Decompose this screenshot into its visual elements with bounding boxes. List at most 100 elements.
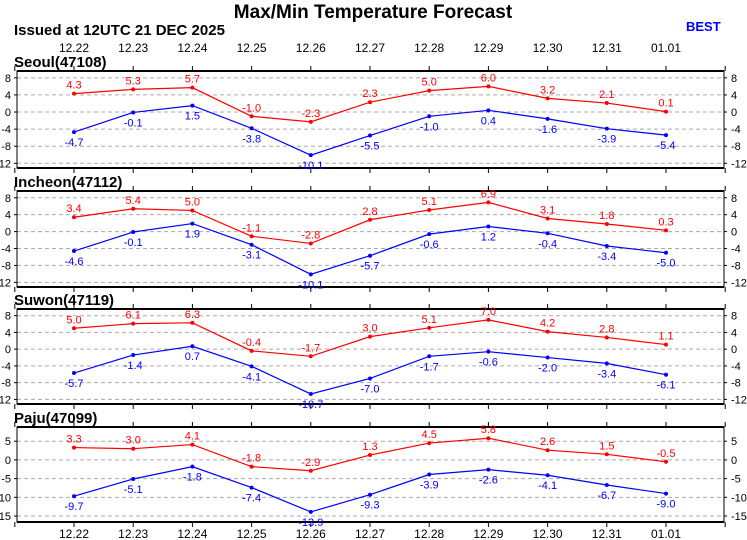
min-temp-label: -10.1 [298,160,323,172]
max-temp-label: 3.0 [362,323,377,335]
min-temp-label: -4.7 [65,137,84,149]
max-temp-label: 2.6 [540,436,555,448]
min-temp-label: -6.1 [657,380,676,392]
min-temp-label: -9.7 [65,501,84,513]
y-tick-label-right: 8 [731,73,737,85]
min-temp-label: -5.0 [657,258,676,270]
x-tick-label-top: 12.30 [533,41,563,55]
min-temp-label: 1.2 [481,232,496,244]
y-tick-label-left: 8 [5,73,11,85]
min-temp-label: -0.1 [124,117,143,129]
max-temp-point [308,354,313,359]
min-temp-point [427,472,432,477]
max-temp-label: 4.1 [185,431,200,443]
panel-title: Suwon(47119) [14,292,114,309]
max-temp-label: 1.8 [599,210,614,222]
max-temp-point [308,241,313,246]
panel-title: Seoul(47108) [14,54,107,71]
max-temp-point [368,217,372,222]
min-temp-point [72,130,76,135]
min-temp-label: -1.6 [538,124,557,136]
issued-time: Issued at 12UTC 21 DEC 2025 [14,22,225,39]
x-tick-label-bottom: 01.01 [651,527,681,540]
x-tick-label-bottom: 12.26 [296,527,326,540]
min-temp-label: -3.4 [597,251,616,263]
x-tick-label-bottom: 12.31 [592,527,622,540]
min-temp-point [486,467,491,472]
min-temp-label: -1.0 [420,121,439,133]
max-temp-point [72,445,76,450]
max-temp-point [486,84,491,89]
x-tick-label-top: 12.22 [59,41,89,55]
y-tick-label-left: 4 [5,327,11,339]
max-temp-label: 5.0 [185,196,200,208]
min-temp-label: -3.4 [597,368,616,380]
max-temp-point [308,468,313,473]
x-tick-label-top: 12.24 [177,41,207,55]
max-temp-label: 2.8 [362,206,377,218]
max-temp-label: 3.4 [66,203,81,215]
y-tick-label-left: -12 [0,277,11,289]
y-tick-label-right: 4 [731,210,737,222]
max-temp-point [249,114,254,119]
y-tick-label-right: -8 [731,260,741,272]
max-temp-point [664,342,668,347]
max-temp-point [368,100,372,105]
min-temp-label: -9.3 [361,500,380,512]
x-tick-label-top: 12.27 [355,41,385,55]
max-temp-label: 5.4 [126,195,141,207]
min-temp-point [249,485,254,490]
y-tick-label-left: -15 [0,511,11,523]
max-temp-label: 1.5 [599,440,614,452]
min-temp-label: -4.1 [538,480,557,492]
max-temp-label: 2.3 [362,88,377,100]
y-tick-label-right: 0 [731,107,737,119]
max-temp-label: 5.3 [126,75,141,87]
min-temp-label: -1.8 [183,472,202,484]
max-temp-label: 4.2 [540,318,555,330]
min-temp-point [486,349,491,354]
max-temp-label: 3.2 [540,84,555,96]
panel-title: Paju(47099) [14,410,97,427]
min-temp-label: 1.5 [185,111,200,123]
x-tick-label-bottom: 12.24 [177,527,207,540]
min-temp-label: -1.7 [420,361,439,373]
max-temp-point [545,96,550,101]
max-temp-label: 5.1 [422,196,437,208]
min-temp-label: 1.9 [185,229,200,241]
max-temp-label: 4.3 [66,80,81,92]
max-temp-label: -1.7 [301,342,320,354]
y-tick-label-left: 0 [5,344,11,356]
max-temp-point [249,234,254,239]
min-temp-label: -4.1 [242,371,261,383]
max-temp-point [545,448,550,453]
max-temp-point [72,215,76,220]
y-tick-label-right: 5 [731,436,737,448]
min-temp-point [308,509,313,514]
min-temp-point [72,494,76,499]
y-tick-label-right: 0 [731,344,737,356]
y-tick-label-right: 4 [731,327,737,339]
y-tick-label-left: -4 [1,124,11,136]
max-temp-point [486,317,491,322]
min-temp-point [308,272,313,277]
max-temp-label: 0.3 [658,216,673,228]
max-temp-label: 5.7 [185,74,200,86]
x-tick-label-bottom: 12.22 [59,527,89,540]
max-temp-label: -1.0 [242,102,261,114]
model-label: BEST [686,19,721,34]
max-temp-label: 2.8 [599,323,614,335]
x-tick-label-top: 12.31 [592,41,622,55]
max-temp-label: 3.1 [540,204,555,216]
min-temp-point [249,364,254,369]
min-temp-point [545,473,550,478]
y-tick-label-right: -12 [731,158,747,170]
max-temp-label: 6.0 [481,72,496,84]
max-temp-point [427,88,432,93]
min-temp-point [545,355,550,360]
max-temp-label: 4.5 [422,429,437,441]
min-temp-point [427,354,432,359]
min-temp-label: -2.0 [538,363,557,375]
min-temp-point [604,126,609,131]
min-temp-label: -10.1 [298,279,323,291]
